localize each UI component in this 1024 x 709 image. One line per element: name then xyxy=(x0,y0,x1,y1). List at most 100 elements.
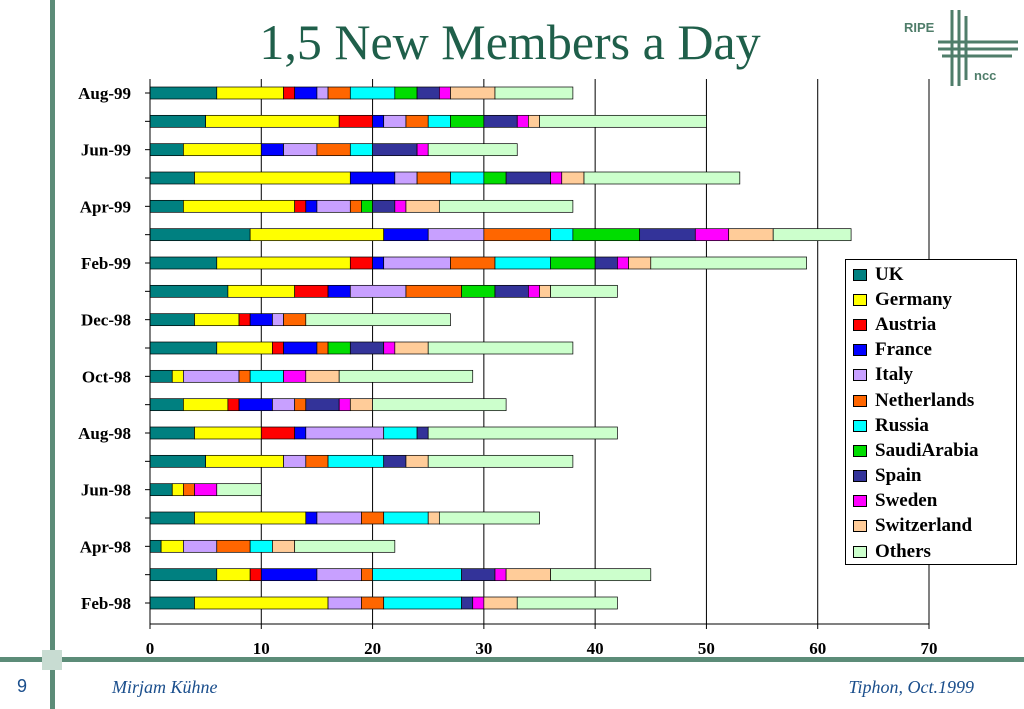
bar-segment-russia xyxy=(372,568,462,582)
bar-segment-italy xyxy=(349,284,407,298)
y-category-label: Jun-98 xyxy=(81,481,131,500)
legend-item: France xyxy=(853,338,1016,363)
chart-bars xyxy=(149,86,852,610)
bar-segment-italy xyxy=(183,539,218,553)
bar-segment-sweden xyxy=(550,171,563,185)
bar-segment-netherlands xyxy=(416,171,451,185)
bar-segment-spain xyxy=(383,454,407,468)
bar-segment-sweden xyxy=(383,341,396,355)
legend-item: SaudiArabia xyxy=(853,438,1016,463)
bar-segment-switzerland xyxy=(561,171,585,185)
bar-segment-netherlands xyxy=(316,341,329,355)
bar-segment-spain xyxy=(305,398,340,412)
bar-segment-uk xyxy=(149,398,184,412)
bar-segment-austria xyxy=(294,199,307,213)
bar-segment-germany xyxy=(205,114,340,128)
legend-label: Germany xyxy=(875,288,953,310)
x-tick-label: 40 xyxy=(587,639,604,658)
bar-segment-uk xyxy=(149,228,251,242)
bar-segment-austria xyxy=(260,426,296,440)
x-tick-label: 30 xyxy=(475,639,492,658)
chart-category-labels: Feb-98 Apr-98 Jun-98 Aug-98 Oct-98 Dec-98 Feb-… xyxy=(78,84,150,613)
bar-segment-spain xyxy=(349,341,385,355)
bar-segment-netherlands xyxy=(405,114,429,128)
bar-segment-russia xyxy=(494,256,551,270)
legend-item: Spain xyxy=(853,464,1016,489)
slide-vertical-accent-line xyxy=(50,0,55,709)
bar-segment-austria xyxy=(227,398,240,412)
legend-label: Spain xyxy=(875,465,922,487)
legend-swatch xyxy=(853,545,867,558)
bar-segment-germany xyxy=(216,341,273,355)
bar-segment-uk xyxy=(149,568,218,582)
bar-segment-sweden xyxy=(617,256,629,270)
bar-segment-italy xyxy=(427,228,485,242)
bar-segment-switzerland xyxy=(528,114,540,128)
legend-label: Netherlands xyxy=(875,389,975,411)
bar-segment-uk xyxy=(149,539,162,553)
bar-segment-germany xyxy=(227,284,296,298)
legend-item: Germany xyxy=(853,287,1016,312)
bar-segment-switzerland xyxy=(427,511,440,525)
bar-segment-saudiarabia xyxy=(550,256,596,270)
bar-segment-spain xyxy=(461,596,474,610)
bar-segment-switzerland xyxy=(728,228,774,242)
bar-segment-uk xyxy=(149,426,195,440)
legend-swatch xyxy=(853,318,867,331)
bar-segment-switzerland xyxy=(272,539,296,553)
bar-segment-france xyxy=(349,171,396,185)
bar-segment-netherlands xyxy=(216,539,251,553)
slide-horizontal-accent-line xyxy=(0,657,1024,662)
bar-segment-russia xyxy=(349,143,373,157)
bar-segment-spain xyxy=(505,171,551,185)
bar-segment-uk xyxy=(149,511,195,525)
legend-label: Austria xyxy=(875,313,937,335)
bar-segment-austria xyxy=(272,341,284,355)
legend-label: UK xyxy=(875,263,904,285)
y-category-label: Feb-99 xyxy=(81,254,131,273)
bar-segment-uk xyxy=(149,313,195,327)
bar-segment-germany xyxy=(216,256,351,270)
bar-segment-germany xyxy=(160,539,184,553)
bar-segment-france xyxy=(327,284,351,298)
bar-segment-france xyxy=(294,426,307,440)
bar-segment-sweden xyxy=(338,398,351,412)
bar-segment-uk xyxy=(149,171,195,185)
legend-item: Others xyxy=(853,539,1016,564)
bar-segment-russia xyxy=(550,228,574,242)
bar-segment-france xyxy=(383,228,429,242)
bar-segment-netherlands xyxy=(450,256,496,270)
bar-segment-italy xyxy=(283,454,307,468)
bar-segment-netherlands xyxy=(238,369,251,383)
bar-segment-uk xyxy=(149,454,206,468)
bar-segment-others xyxy=(650,256,807,270)
bar-segment-austria xyxy=(338,114,373,128)
logo-text-ripe: RIPE xyxy=(904,20,935,35)
bar-segment-netherlands xyxy=(183,483,195,497)
bar-segment-netherlands xyxy=(361,511,385,525)
bar-segment-saudiarabia xyxy=(450,114,485,128)
bar-segment-austria xyxy=(349,256,373,270)
legend-item: UK xyxy=(853,262,1016,287)
bar-segment-others xyxy=(427,426,618,440)
slide-corner-square xyxy=(42,650,62,670)
legend-label: Switzerland xyxy=(875,515,973,537)
bar-segment-germany xyxy=(171,483,184,497)
bar-segment-germany xyxy=(216,568,251,582)
bar-segment-italy xyxy=(383,114,407,128)
bar-segment-austria xyxy=(249,568,262,582)
legend-label: Russia xyxy=(875,414,929,436)
logo-text-ncc: ncc xyxy=(974,68,996,83)
bar-segment-italy xyxy=(283,143,318,157)
bar-segment-russia xyxy=(383,426,418,440)
bar-segment-others xyxy=(772,228,852,242)
bar-segment-germany xyxy=(216,86,284,100)
bar-segment-germany xyxy=(183,199,296,213)
bar-segment-italy xyxy=(316,511,362,525)
legend-item: Sweden xyxy=(853,489,1016,514)
bar-segment-saudiarabia xyxy=(394,86,418,100)
legend-label: France xyxy=(875,339,932,361)
legend-swatch xyxy=(853,495,867,508)
bar-segment-others xyxy=(583,171,741,185)
bar-segment-sweden xyxy=(528,284,540,298)
